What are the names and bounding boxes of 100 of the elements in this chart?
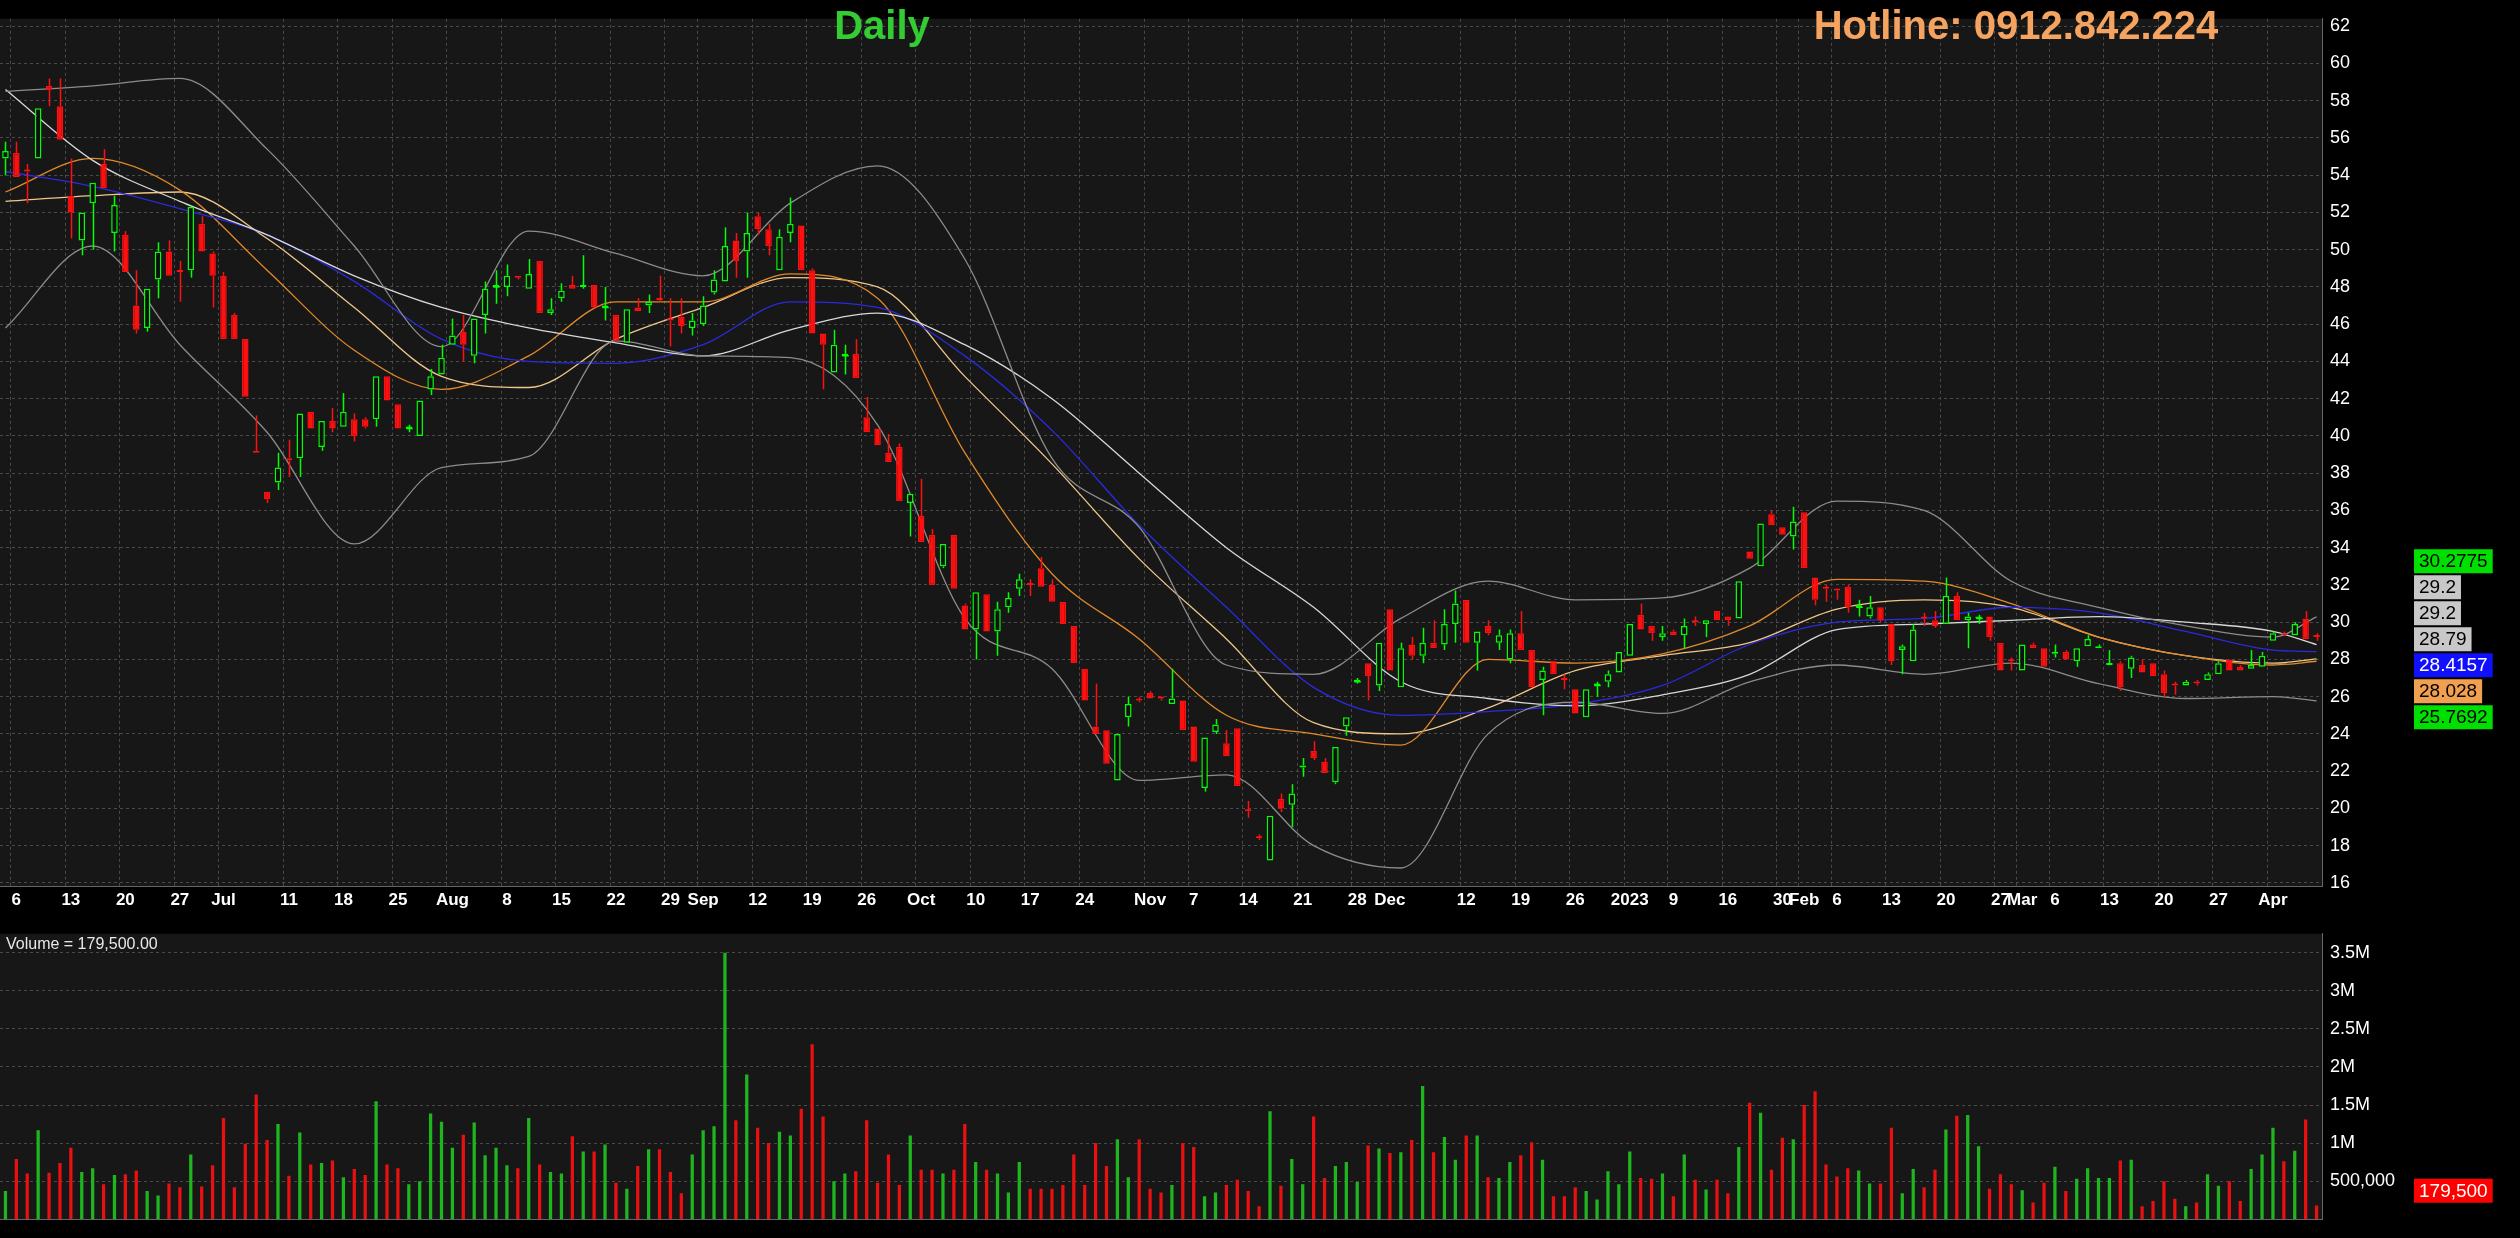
bar bbox=[1170, 1184, 1174, 1220]
bar bbox=[1835, 1176, 1839, 1220]
x-tick-label: 30 bbox=[1772, 890, 1792, 910]
bar bbox=[101, 1184, 106, 1220]
y-tick-label: 500,000 bbox=[2330, 1170, 2396, 1191]
bar bbox=[1769, 1169, 1774, 1220]
bar bbox=[625, 1188, 629, 1220]
bar bbox=[1137, 1139, 1141, 1220]
bar bbox=[243, 1143, 247, 1220]
bar bbox=[47, 1172, 51, 1220]
y-tick-label: 3M bbox=[2330, 979, 2356, 1000]
bar bbox=[2260, 1154, 2264, 1220]
x-tick-label: 6 bbox=[2050, 890, 2060, 910]
bar bbox=[1181, 1143, 1185, 1220]
bar bbox=[298, 1132, 302, 1220]
bar bbox=[843, 1173, 847, 1220]
bar bbox=[1911, 1168, 1915, 1220]
x-tick-label: 6 bbox=[1832, 890, 1842, 910]
y-tick-label: 38 bbox=[2330, 462, 2351, 483]
bar bbox=[1453, 1159, 1457, 1220]
bar bbox=[1966, 1114, 1970, 1220]
bar bbox=[1497, 1178, 1501, 1220]
candlestick bbox=[579, 254, 587, 290]
bar bbox=[450, 1147, 455, 1220]
y-tick-label: 42 bbox=[2330, 387, 2351, 408]
x-tick-label: Mar bbox=[2007, 890, 2038, 910]
bar bbox=[1704, 1189, 1708, 1220]
bar bbox=[439, 1121, 444, 1220]
text: 179,500 bbox=[2419, 1179, 2488, 1201]
bar bbox=[1126, 1177, 1130, 1220]
bar bbox=[2009, 1184, 2013, 1220]
bar bbox=[1628, 1151, 1632, 1220]
candlestick bbox=[1517, 610, 1525, 651]
bar bbox=[1519, 1155, 1523, 1220]
y-tick-label: 36 bbox=[2330, 499, 2351, 520]
bar bbox=[80, 1172, 84, 1220]
bar bbox=[647, 1149, 651, 1220]
bar bbox=[1224, 1184, 1229, 1220]
bar bbox=[428, 1113, 433, 1220]
bar bbox=[461, 1134, 465, 1220]
bar bbox=[919, 1169, 923, 1220]
bar bbox=[2271, 1127, 2275, 1220]
x-tick-label: 20 bbox=[1936, 890, 1956, 910]
y-tick-label: 52 bbox=[2330, 201, 2351, 222]
bar bbox=[1464, 1135, 1468, 1220]
bar bbox=[276, 1124, 280, 1220]
bar bbox=[483, 1155, 487, 1220]
bar bbox=[1366, 1145, 1370, 1220]
bar bbox=[1192, 1146, 1196, 1220]
bar bbox=[156, 1195, 160, 1220]
bar bbox=[1671, 1196, 1675, 1220]
bar bbox=[2249, 1168, 2253, 1220]
bar bbox=[1889, 1127, 1894, 1220]
candlestick bbox=[481, 280, 489, 335]
bar bbox=[745, 1074, 749, 1220]
bar bbox=[330, 1160, 335, 1220]
candlestick bbox=[154, 241, 162, 299]
bar bbox=[810, 1044, 814, 1220]
x-tick-label: 21 bbox=[1293, 890, 1313, 910]
candlestick bbox=[133, 269, 140, 335]
bar bbox=[58, 1162, 62, 1220]
bar bbox=[1530, 1142, 1534, 1220]
x-tick-label: 6 bbox=[11, 890, 22, 910]
line-series bbox=[4, 245, 2318, 869]
x-tick-label: 20 bbox=[115, 890, 135, 910]
bar bbox=[1148, 1188, 1152, 1220]
candlestick bbox=[1288, 783, 1296, 828]
bar bbox=[254, 1094, 258, 1220]
y-tick-label: 16 bbox=[2330, 871, 2351, 892]
x-tick-label: Feb bbox=[1789, 890, 1820, 910]
bar bbox=[516, 1168, 520, 1220]
candlestick bbox=[743, 211, 751, 279]
bar bbox=[1955, 1115, 1959, 1220]
candlestick bbox=[732, 232, 740, 279]
bar bbox=[1562, 1196, 1566, 1220]
x-tick-label: 7 bbox=[1188, 890, 1199, 910]
bar bbox=[1791, 1139, 1795, 1220]
bar bbox=[1268, 1111, 1272, 1220]
x-tick-label: 19 bbox=[1511, 890, 1531, 910]
bar bbox=[1017, 1162, 1021, 1220]
x-tick-label: 26 bbox=[1565, 890, 1585, 910]
bar bbox=[1944, 1129, 1948, 1220]
bar bbox=[25, 1173, 29, 1220]
bar bbox=[854, 1171, 858, 1220]
bar bbox=[1388, 1152, 1392, 1220]
bar bbox=[2118, 1160, 2122, 1220]
x-tick-label: Dec bbox=[1374, 890, 1406, 910]
bar bbox=[668, 1172, 673, 1220]
bar bbox=[1606, 1171, 1610, 1220]
bar bbox=[734, 1120, 738, 1220]
bar bbox=[472, 1122, 476, 1220]
y-tick-label: 2.5M bbox=[2330, 1017, 2371, 1038]
x-tick-label: 9 bbox=[1668, 890, 1679, 910]
y-tick-label: 26 bbox=[2330, 685, 2351, 706]
bar bbox=[1573, 1187, 1577, 1220]
bar bbox=[1475, 1135, 1479, 1220]
x-tick-label: 13 bbox=[1881, 890, 1901, 910]
bar bbox=[1748, 1102, 1752, 1220]
bar bbox=[494, 1147, 498, 1220]
y-tick-label: 48 bbox=[2330, 275, 2351, 296]
